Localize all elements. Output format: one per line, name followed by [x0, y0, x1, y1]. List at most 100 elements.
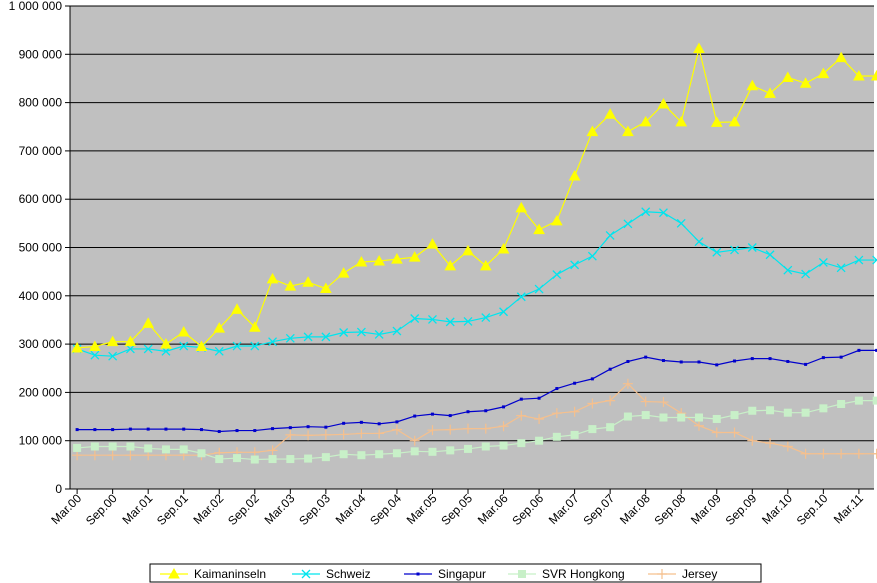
data-point [301, 569, 311, 579]
data-point [517, 439, 526, 448]
data-point [266, 272, 279, 284]
data-point [587, 398, 598, 409]
data-point [377, 422, 381, 426]
data-point [337, 267, 350, 278]
data-point [375, 450, 384, 459]
data-point [801, 269, 811, 279]
data-point [657, 98, 670, 109]
data-point [445, 424, 456, 435]
data-point [144, 444, 153, 453]
data-point [498, 421, 509, 432]
data-point [338, 429, 349, 440]
data-point [586, 125, 599, 137]
data-point [551, 408, 562, 419]
data-point [430, 412, 434, 416]
y-tick-label: 800 000 [19, 96, 63, 110]
data-point [479, 259, 492, 271]
data-point [217, 430, 221, 434]
data-point [728, 115, 741, 127]
data-point [677, 413, 686, 422]
data-point [373, 254, 386, 266]
data-point [413, 414, 417, 418]
data-point [535, 436, 544, 445]
data-point [410, 447, 419, 456]
data-point [357, 451, 366, 460]
x-tick-label: Mar.09 [688, 491, 724, 527]
y-tick-label: 100 000 [19, 434, 63, 448]
series-kaimaninseln [71, 42, 877, 353]
x-tick-label: Sep.09 [723, 491, 760, 528]
data-point [168, 567, 180, 579]
data-point [657, 569, 667, 579]
data-point [766, 406, 775, 415]
data-point [641, 411, 650, 420]
data-point [462, 244, 474, 256]
data-point [623, 219, 633, 229]
data-point [253, 429, 257, 433]
data-point [89, 340, 101, 352]
x-tick-label: Sep.07 [580, 491, 617, 528]
data-point [552, 432, 561, 441]
data-point [641, 207, 651, 217]
x-tick-label: Sep.10 [794, 491, 831, 528]
data-point [733, 359, 737, 363]
data-point [374, 329, 384, 339]
data-point [836, 448, 847, 459]
data-point [499, 441, 508, 450]
data-point [410, 314, 420, 323]
data-point [213, 322, 226, 333]
data-point [108, 442, 117, 451]
data-point [746, 79, 759, 91]
data-point [693, 42, 705, 54]
data-point [764, 87, 776, 98]
data-point [768, 357, 772, 361]
legend-item: Jersey [648, 567, 717, 581]
data-point [821, 356, 825, 360]
data-point [712, 414, 721, 423]
data-point [782, 441, 793, 452]
data-point [817, 67, 830, 79]
data-point [590, 377, 594, 381]
data-point [484, 409, 488, 413]
data-point [568, 169, 581, 181]
data-point [516, 292, 526, 302]
data-point [111, 428, 115, 432]
data-point [750, 357, 754, 361]
data-point [160, 338, 172, 349]
data-point [214, 346, 224, 356]
data-point [106, 335, 119, 347]
data-point [783, 265, 793, 275]
data-point [747, 435, 758, 446]
x-tick-label: Mar.06 [475, 491, 511, 527]
data-point [286, 455, 295, 464]
x-tick-label: Sep.04 [367, 491, 404, 528]
y-tick-label: 0 [55, 482, 62, 496]
data-point [93, 428, 97, 432]
data-point [573, 381, 577, 385]
legend-item: SVR Hongkong [508, 567, 625, 581]
y-tick-label: 500 000 [19, 241, 63, 255]
data-point [765, 250, 775, 260]
x-tick-label: Sep.06 [509, 491, 546, 528]
data-point [321, 453, 330, 462]
y-tick-label: 400 000 [19, 289, 63, 303]
data-point [268, 337, 278, 347]
y-axis-ticks: 0 100 000 200 000 300 000 400 000 500 000 600 … [9, 0, 70, 496]
data-point [416, 572, 420, 576]
series-schweiz [72, 207, 877, 361]
data-point [285, 333, 295, 343]
x-tick-label: Mar.07 [546, 491, 582, 527]
data-point [570, 430, 579, 439]
data-point [179, 445, 188, 454]
data-point [730, 411, 739, 420]
data-point [640, 396, 651, 407]
series-layer [71, 42, 877, 464]
data-point [408, 251, 421, 262]
data-point [304, 454, 313, 463]
data-point [644, 355, 648, 359]
data-point [497, 242, 510, 254]
data-point [747, 243, 757, 252]
data-point [659, 413, 668, 422]
data-point [786, 359, 790, 363]
